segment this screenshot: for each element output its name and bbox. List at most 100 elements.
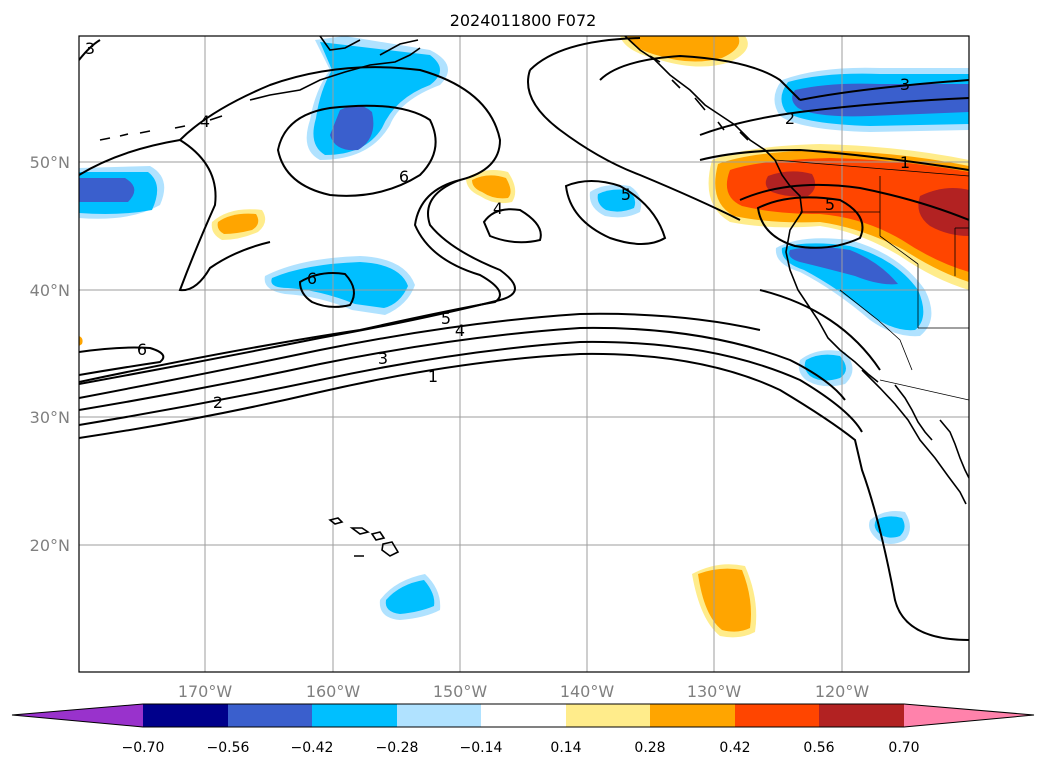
- contour-label: 6: [399, 167, 409, 186]
- contour-label: 3: [900, 75, 910, 94]
- borders: [774, 159, 969, 401]
- contour-line-1: [79, 352, 969, 641]
- lon-label-170w: 170°W: [178, 682, 233, 701]
- negative-anomaly-region: [789, 247, 898, 285]
- colorbar-tick-label: 0.70: [888, 740, 919, 756]
- contour-label: 5: [621, 185, 631, 204]
- colorbar-tick-label: −0.14: [460, 740, 503, 756]
- contour-line-5-north: [527, 37, 801, 221]
- colorbar-tick-label: −0.56: [207, 740, 250, 756]
- colorbar-tick-label: 0.56: [803, 740, 834, 756]
- colorbar-segment: [481, 704, 566, 727]
- contour-line-2: [79, 340, 863, 433]
- aleutian-coast: [249, 47, 421, 101]
- contour-line-5: [79, 179, 516, 385]
- positive-anomaly-region: [698, 568, 751, 632]
- contour-label: 2: [213, 393, 223, 412]
- contour-line-3: [79, 326, 846, 411]
- negative-anomaly-region: [271, 262, 408, 308]
- contour-label: 1: [900, 153, 910, 172]
- negative-anomaly-region: [79, 178, 135, 202]
- contour-line-4-small: [482, 208, 542, 244]
- contour-line-4-west: [79, 138, 271, 292]
- negative-anomaly-region: [874, 516, 905, 538]
- lon-label-140w: 140°W: [560, 682, 615, 701]
- contour-label: 1: [428, 367, 438, 386]
- colorbar-segment: [143, 704, 228, 727]
- us-west-coast: [774, 159, 879, 383]
- contour-line-4: [79, 312, 761, 399]
- colorbar-segment: [650, 704, 735, 727]
- positive-anomaly-region: [626, 36, 740, 62]
- positive-anomaly-region: [79, 336, 83, 346]
- contour-label: 6: [307, 269, 317, 288]
- negative-anomaly-region: [597, 189, 636, 212]
- map-frame: [78, 35, 970, 673]
- contour-label: 2: [785, 109, 795, 128]
- lat-label-20n: 20°N: [30, 536, 70, 555]
- positive-anomaly-region: [217, 213, 259, 234]
- contour-line-6-small: [298, 272, 355, 308]
- gulf-of-california-coast: [894, 384, 933, 441]
- contour-label: 5: [825, 195, 835, 214]
- lon-label-120w: 120°W: [815, 682, 870, 701]
- colorbar-tick-label: −0.42: [291, 740, 334, 756]
- contour-label: 6: [137, 340, 147, 359]
- negative-anomaly-region: [330, 105, 374, 151]
- california-nevada-border: [839, 289, 913, 371]
- positive-anomaly-region: [918, 188, 969, 236]
- contour-line-6: [276, 104, 437, 197]
- colorbar-outline: [11, 703, 1035, 728]
- contour-label: 3: [378, 349, 388, 368]
- colorbar-tick-label: 0.42: [719, 740, 750, 756]
- contour-line-3-north: [799, 79, 969, 101]
- contour-line-2-north: [699, 97, 969, 136]
- baja-coast: [861, 369, 967, 505]
- contour-line-5-small: [564, 180, 667, 245]
- colorbar-segment: [397, 704, 481, 727]
- contour-layer: [79, 37, 969, 641]
- lon-label-160w: 160°W: [306, 682, 361, 701]
- state-border: [879, 235, 919, 265]
- hawaii-islands: [328, 517, 400, 557]
- colorbar-tick-label: 0.14: [550, 740, 581, 756]
- lat-labels: 50°N 40°N 30°N 20°N: [30, 153, 70, 555]
- mexico-mainland-coast: [939, 419, 969, 479]
- colorbar-segment: [312, 704, 397, 727]
- contour-line-3-west: [79, 39, 101, 61]
- colorbar-segment: [228, 704, 312, 727]
- us-canada-border: [774, 159, 969, 177]
- colorbar: −0.70 −0.56 −0.42 −0.28 −0.14 0.14 0.28 …: [11, 703, 1035, 756]
- lon-labels: 170°W 160°W 150°W 140°W 130°W 120°W: [178, 682, 870, 701]
- contour-label: 4: [200, 112, 210, 131]
- colorbar-segment: [735, 704, 819, 727]
- contour-label: 3: [85, 39, 95, 58]
- lat-label-50n: 50°N: [30, 153, 70, 172]
- colorbar-segment: [819, 704, 904, 727]
- colorbar-tick-label: −0.70: [122, 740, 165, 756]
- positive-anomaly-region: [765, 171, 816, 197]
- contour-line-5-coast: [759, 289, 881, 371]
- contour-label: 4: [455, 321, 465, 340]
- map-area: 6 6 6 5 5 5 4 4 4 3 3 3 2 2 1 1: [79, 36, 969, 672]
- alaska-peninsula-coast: [319, 36, 419, 56]
- lon-label-130w: 130°W: [687, 682, 742, 701]
- contour-labels: 6 6 6 5 5 5 4 4 4 3 3 3 2 2 1 1: [85, 39, 910, 412]
- us-mexico-border: [879, 379, 969, 401]
- coastlines: [99, 36, 969, 557]
- contour-line-6-west: [79, 346, 165, 376]
- lat-label-40n: 40°N: [30, 281, 70, 300]
- colorbar-segment: [904, 704, 1034, 727]
- positive-anomaly-region: [472, 175, 511, 199]
- contour-line-east-stack: [699, 148, 969, 221]
- lat-label-30n: 30°N: [30, 408, 70, 427]
- colorbar-tick-label: −0.28: [376, 740, 419, 756]
- colorbar-tick-label: 0.28: [634, 740, 665, 756]
- lon-label-150w: 150°W: [433, 682, 488, 701]
- contour-line-5-loop: [756, 196, 864, 249]
- negative-anomaly-region: [385, 580, 435, 614]
- map-title: 2024011800 F072: [450, 11, 597, 30]
- aleutian-islands: [99, 115, 223, 141]
- colorbar-segment: [12, 704, 143, 727]
